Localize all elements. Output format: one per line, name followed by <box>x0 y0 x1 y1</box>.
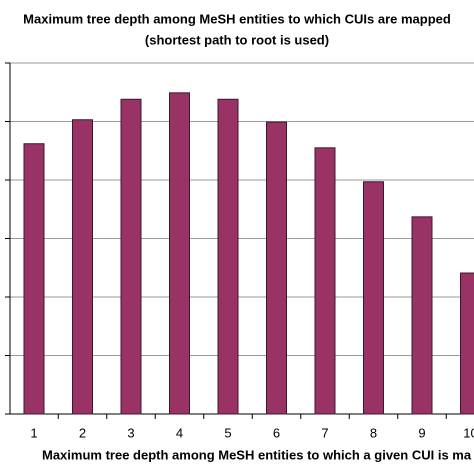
chart-subtitle: (shortest path to root is used) <box>145 32 329 47</box>
bar <box>217 98 239 415</box>
x-tick-label: 9 <box>418 425 425 440</box>
bar <box>169 92 190 415</box>
bar <box>460 272 474 415</box>
x-tick-label: 1 <box>30 425 37 440</box>
bar <box>314 147 336 415</box>
bar <box>411 216 433 415</box>
x-tick-label: 4 <box>176 425 183 440</box>
x-axis-title: Maximum tree depth among MeSH entities t… <box>42 447 472 462</box>
x-tick-label: 3 <box>127 425 134 440</box>
x-tick-label: 2 <box>79 425 86 440</box>
bar <box>23 143 45 415</box>
bar <box>266 121 287 415</box>
chart-title: Maximum tree depth among MeSH entities t… <box>23 11 451 26</box>
bar <box>120 98 142 415</box>
x-tick-label: 5 <box>224 425 231 440</box>
x-tick-label: 6 <box>273 425 280 440</box>
x-tick-label: 7 <box>321 425 328 440</box>
bar <box>363 181 384 415</box>
x-tick-label: 8 <box>370 425 377 440</box>
x-tick-label: 10 <box>463 425 474 440</box>
bar <box>72 119 93 415</box>
